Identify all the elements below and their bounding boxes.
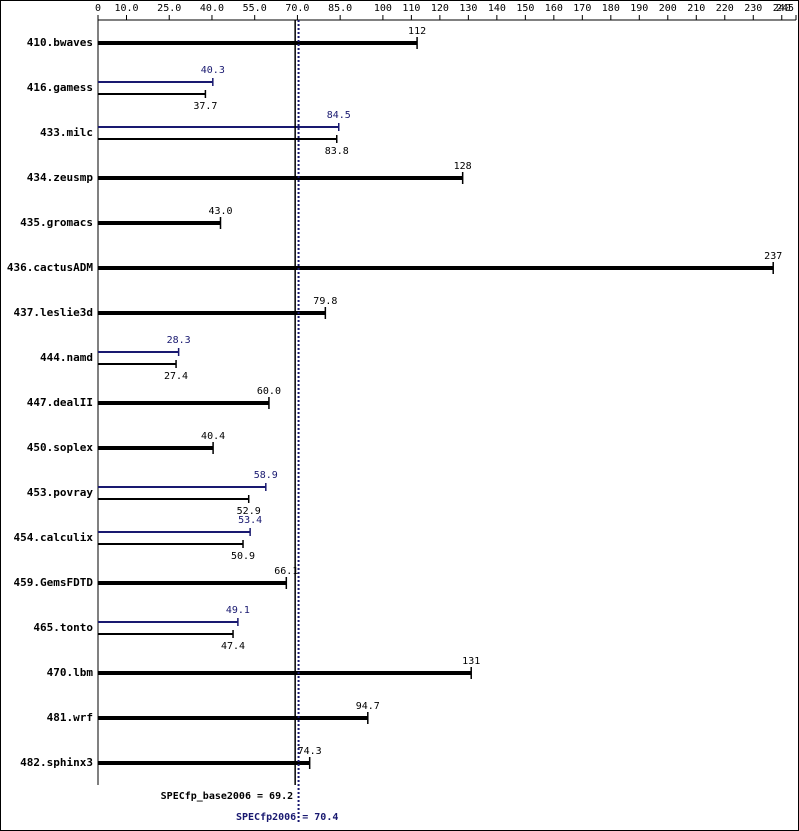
x-tick-label: 120 [431, 3, 449, 14]
value-label: 94.7 [356, 701, 380, 712]
value-label: 112 [408, 26, 426, 37]
x-tick-label: 25.0 [157, 3, 181, 14]
x-tick-label: 10.0 [114, 3, 138, 14]
reference-label: SPECfp2006 = 70.4 [236, 812, 338, 823]
reference-name: SPECfp_base2006 = [161, 791, 263, 802]
value-label: 60.0 [257, 386, 281, 397]
value-label: 28.3 [167, 335, 191, 346]
x-tick-label: 170 [573, 3, 591, 14]
value-label: 128 [454, 161, 472, 172]
x-tick-label: 0 [95, 3, 101, 14]
category-label: 465.tonto [33, 621, 93, 634]
x-tick-label: 220 [716, 3, 734, 14]
value-label: 131 [462, 656, 480, 667]
category-label: 433.milc [40, 126, 93, 139]
x-tick-label: 70.0 [285, 3, 309, 14]
value-label: 237 [764, 251, 782, 262]
value-label: 27.4 [164, 371, 188, 382]
value-label: 52.9 [237, 506, 261, 517]
x-tick-label: 230 [744, 3, 762, 14]
value-label: 37.7 [193, 101, 217, 112]
category-label: 450.soplex [27, 441, 94, 454]
x-tick-label: 100 [374, 3, 392, 14]
reference-value: 70.4 [314, 812, 338, 823]
x-tick-label: 240 [773, 3, 791, 14]
value-label: 43.0 [208, 206, 232, 217]
reference-label: SPECfp_base2006 = 69.2 [161, 791, 293, 802]
x-tick-label: 110 [402, 3, 420, 14]
category-label: 482.sphinx3 [20, 756, 93, 769]
value-label: 74.3 [298, 746, 322, 757]
x-tick-label: 200 [659, 3, 677, 14]
value-label: 40.4 [201, 431, 225, 442]
value-label: 50.9 [231, 551, 255, 562]
value-label: 66.1 [274, 566, 298, 577]
category-label: 459.GemsFDTD [14, 576, 94, 589]
x-tick-label: 130 [459, 3, 477, 14]
category-label: 436.cactusADM [7, 261, 93, 274]
value-label: 49.1 [226, 605, 250, 616]
category-label: 434.zeusmp [27, 171, 94, 184]
value-label: 53.4 [238, 515, 262, 526]
x-tick-label: 150 [516, 3, 534, 14]
x-tick-label: 245 [776, 3, 794, 14]
category-label: 435.gromacs [20, 216, 93, 229]
x-tick-label: 85.0 [328, 3, 352, 14]
category-label: 437.leslie3d [14, 306, 93, 319]
reference-value: 69.2 [269, 791, 293, 802]
x-tick-label: 210 [687, 3, 705, 14]
value-label: 40.3 [201, 65, 225, 76]
category-label: 470.lbm [47, 666, 94, 679]
x-tick-label: 190 [630, 3, 648, 14]
value-label: 47.4 [221, 641, 245, 652]
category-label: 481.wrf [47, 711, 93, 724]
value-label: 84.5 [327, 110, 351, 121]
reference-name: SPECfp2006 = [236, 812, 308, 823]
x-tick-label: 180 [602, 3, 620, 14]
category-label: 447.dealII [27, 396, 93, 409]
x-tick-label: 140 [488, 3, 506, 14]
category-label: 454.calculix [14, 531, 94, 544]
value-label: 79.8 [313, 296, 337, 307]
value-label: 58.9 [254, 470, 278, 481]
category-label: 416.gamess [27, 81, 93, 94]
x-tick-label: 55.0 [243, 3, 267, 14]
value-label: 83.8 [325, 146, 349, 157]
category-label: 453.povray [27, 486, 94, 499]
x-tick-label: 160 [545, 3, 563, 14]
category-label: 444.namd [40, 351, 93, 364]
x-tick-label: 40.0 [200, 3, 224, 14]
category-label: 410.bwaves [27, 36, 93, 49]
